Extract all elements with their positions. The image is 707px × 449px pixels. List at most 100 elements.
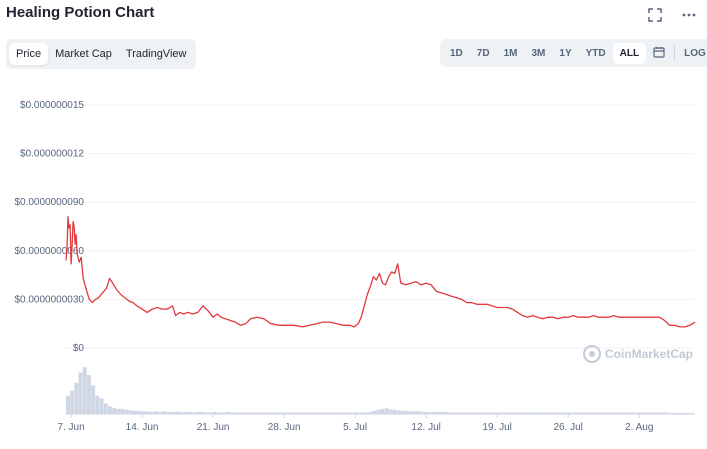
volume-bar: [317, 412, 322, 414]
y-tick-label: $0.000000012: [20, 149, 84, 160]
tab-market-cap[interactable]: Market Cap: [55, 48, 112, 60]
chart-grid: [66, 104, 695, 349]
volume-bar: [623, 412, 628, 414]
volume-bar: [682, 412, 687, 414]
volume-bar: [669, 412, 674, 414]
volume-bar: [149, 411, 154, 414]
volume-bar: [99, 398, 104, 414]
range-1y[interactable]: 1Y: [559, 47, 572, 59]
chart-type-tabs: Price Market Cap TradingView: [6, 39, 197, 69]
volume-bar: [632, 412, 636, 414]
volume-bar: [284, 412, 288, 414]
volume-bar: [292, 412, 297, 414]
volume-bar: [506, 412, 511, 414]
range-1m[interactable]: 1M: [503, 47, 518, 59]
price-line: [65, 216, 696, 328]
volume-bar: [573, 412, 578, 414]
x-tick-label: 19. Jul: [482, 422, 511, 433]
volume-bar: [544, 412, 548, 414]
volume-bar: [183, 411, 188, 414]
volume-bar: [296, 412, 301, 414]
volume-bar: [556, 412, 561, 414]
volume-bar: [414, 411, 418, 414]
volume-bar: [359, 412, 364, 414]
volume-bar: [376, 409, 381, 414]
volume-bar: [661, 412, 666, 414]
volume-bar: [481, 412, 486, 414]
volume-bar: [355, 412, 360, 414]
volume-bar: [170, 411, 175, 414]
volume-bar: [242, 412, 247, 414]
more-icon[interactable]: [681, 8, 697, 24]
range-7d[interactable]: 7D: [476, 47, 490, 59]
volume-bar: [565, 412, 569, 414]
volume-bar: [686, 412, 691, 414]
volume-bar: [485, 412, 490, 414]
volume-bar: [678, 412, 683, 414]
volume-bar: [418, 411, 423, 414]
volume-bar: [279, 412, 284, 414]
coinmarketcap-logo: CoinMarketCap: [583, 345, 693, 363]
volume-bar: [535, 412, 540, 414]
volume-bar: [233, 412, 238, 414]
price-series-line: [65, 216, 696, 328]
log-toggle[interactable]: LOG: [684, 47, 706, 59]
volume-bar: [393, 409, 397, 414]
volume-bar: [321, 412, 326, 414]
volume-bar: [468, 412, 473, 414]
volume-bar: [552, 412, 557, 414]
volume-bar: [200, 411, 205, 414]
x-tick-label: 14. Jun: [126, 422, 159, 433]
range-3m[interactable]: 3M: [531, 47, 546, 59]
volume-bar: [216, 412, 221, 414]
volume-bar: [430, 411, 435, 414]
volume-bar: [472, 412, 477, 414]
volume-bar: [346, 412, 351, 414]
volume-bar: [602, 412, 607, 414]
range-all[interactable]: ALL: [612, 42, 647, 64]
volume-bar: [455, 412, 460, 414]
calendar-icon[interactable]: [646, 43, 672, 64]
volume-bar: [363, 412, 368, 414]
volume-bar: [154, 411, 158, 414]
volume-bar: [606, 412, 611, 414]
x-axis-labels: 7. Jun 14. Jun 21. Jun 28. Jun 5. Jul 12. Jul…: [57, 414, 653, 433]
volume-bar: [619, 412, 624, 414]
tab-tradingview[interactable]: TradingView: [125, 48, 187, 60]
volume-bar: [523, 412, 527, 414]
volume-bar: [112, 407, 117, 414]
y-tick-label: $0.0000000090: [14, 197, 84, 208]
volume-bar: [229, 412, 234, 414]
volume-bar: [313, 412, 318, 414]
volume-bar: [187, 411, 192, 414]
volume-bar: [137, 410, 142, 414]
volume-bar: [674, 412, 678, 414]
fullscreen-icon[interactable]: [647, 8, 663, 24]
volume-bar: [250, 412, 255, 414]
range-1d[interactable]: 1D: [450, 47, 463, 59]
top-toolbar: [647, 8, 697, 24]
volume-bar: [397, 410, 402, 414]
volume-bar: [581, 412, 586, 414]
time-range-selector: 1D 7D 1M 3M 1Y YTD ALL LOG: [440, 39, 707, 67]
volume-bar: [590, 412, 595, 414]
tab-price[interactable]: Price: [9, 43, 49, 65]
range-ytd[interactable]: YTD: [585, 47, 606, 59]
volume-bar: [124, 409, 129, 414]
volume-bar: [116, 408, 121, 414]
volume-bar: [158, 411, 163, 414]
volume-bar: [447, 412, 452, 414]
volume-bar: [615, 412, 620, 414]
volume-bar: [640, 412, 645, 414]
y-tick-label: $0.0000000030: [14, 294, 84, 305]
volume-bar: [380, 408, 385, 414]
volume-bar: [539, 412, 544, 414]
volume-bar: [204, 412, 209, 414]
volume-bar: [175, 411, 179, 414]
volume-bar: [611, 412, 616, 414]
volume-bar: [258, 412, 263, 414]
volume-bar: [246, 412, 251, 414]
volume-bar: [271, 412, 276, 414]
x-tick-label: 28. Jun: [268, 422, 301, 433]
volume-bar: [594, 412, 599, 414]
